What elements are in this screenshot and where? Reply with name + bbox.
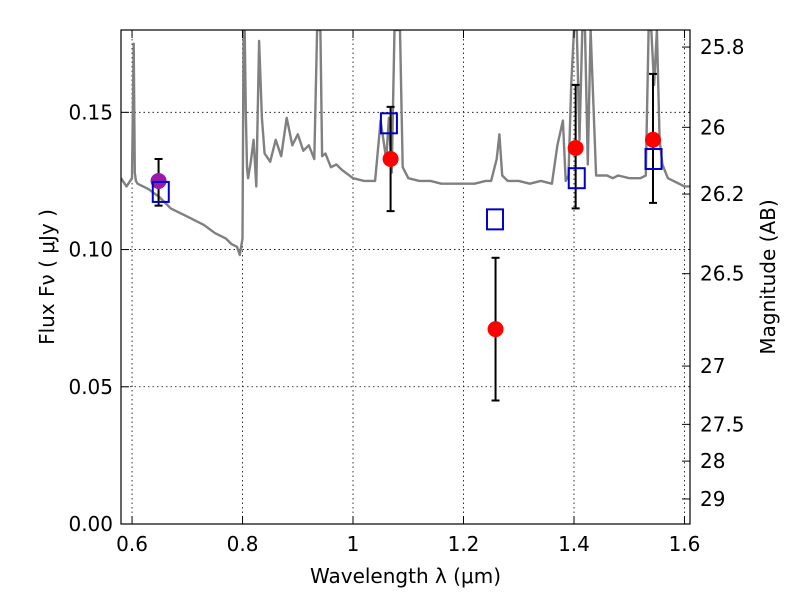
x-axis-label: Wavelength λ (μm) (310, 564, 501, 588)
x-tick-label: 1.2 (448, 532, 480, 556)
x-tick-label: 0.8 (227, 532, 259, 556)
right-tick-label: 27.5 (700, 412, 745, 436)
model-point-square (644, 147, 663, 170)
data-point-circle (644, 131, 661, 148)
model-point-square (379, 112, 398, 135)
right-tick-label: 27 (700, 354, 725, 378)
model-point-square (567, 167, 586, 190)
right-tick-label: 26.5 (700, 262, 745, 286)
x-tick-label: 1 (347, 532, 360, 556)
right-tick-label: 28 (700, 449, 725, 473)
y-axis-right-label: Magnitude (AB) (756, 199, 780, 354)
data-point-circle (382, 150, 399, 167)
y-axis-left-label: Flux Fν ( μJy ) (35, 209, 59, 345)
y-tick-label: 0.05 (68, 375, 113, 399)
model-point-square (151, 180, 170, 203)
x-tick-label: 0.6 (116, 532, 148, 556)
grid-lines (121, 30, 690, 524)
right-tick-label: 26 (700, 115, 725, 139)
x-tick-label: 1.6 (669, 532, 701, 556)
model-spectrum-layer (121, 30, 690, 257)
y-tick-label: 0.15 (68, 100, 113, 124)
model-spectrum-line (121, 30, 690, 257)
x-tick-label: 1.4 (558, 532, 590, 556)
right-tick-label: 26.2 (700, 182, 745, 206)
y-axis-right-ticks: 25.8 26 26.2 26.5 27 27.5 28 29 (682, 35, 745, 511)
data-point-circle (487, 321, 504, 338)
error-bars (154, 72, 657, 402)
y-tick-label: 0.10 (68, 238, 113, 262)
y-axis-left-ticks: 0.00 0.05 0.10 0.15 (68, 100, 129, 536)
model-point-square (485, 208, 504, 231)
data-point-circle (567, 140, 584, 157)
right-tick-label: 29 (700, 487, 725, 511)
plot-frame (120, 29, 691, 525)
data-markers (150, 112, 663, 338)
right-tick-label: 25.8 (700, 35, 745, 59)
y-tick-label: 0.00 (68, 512, 113, 536)
x-axis-ticks: 0.6 0.8 1 1.2 1.4 1.6 (116, 30, 700, 556)
